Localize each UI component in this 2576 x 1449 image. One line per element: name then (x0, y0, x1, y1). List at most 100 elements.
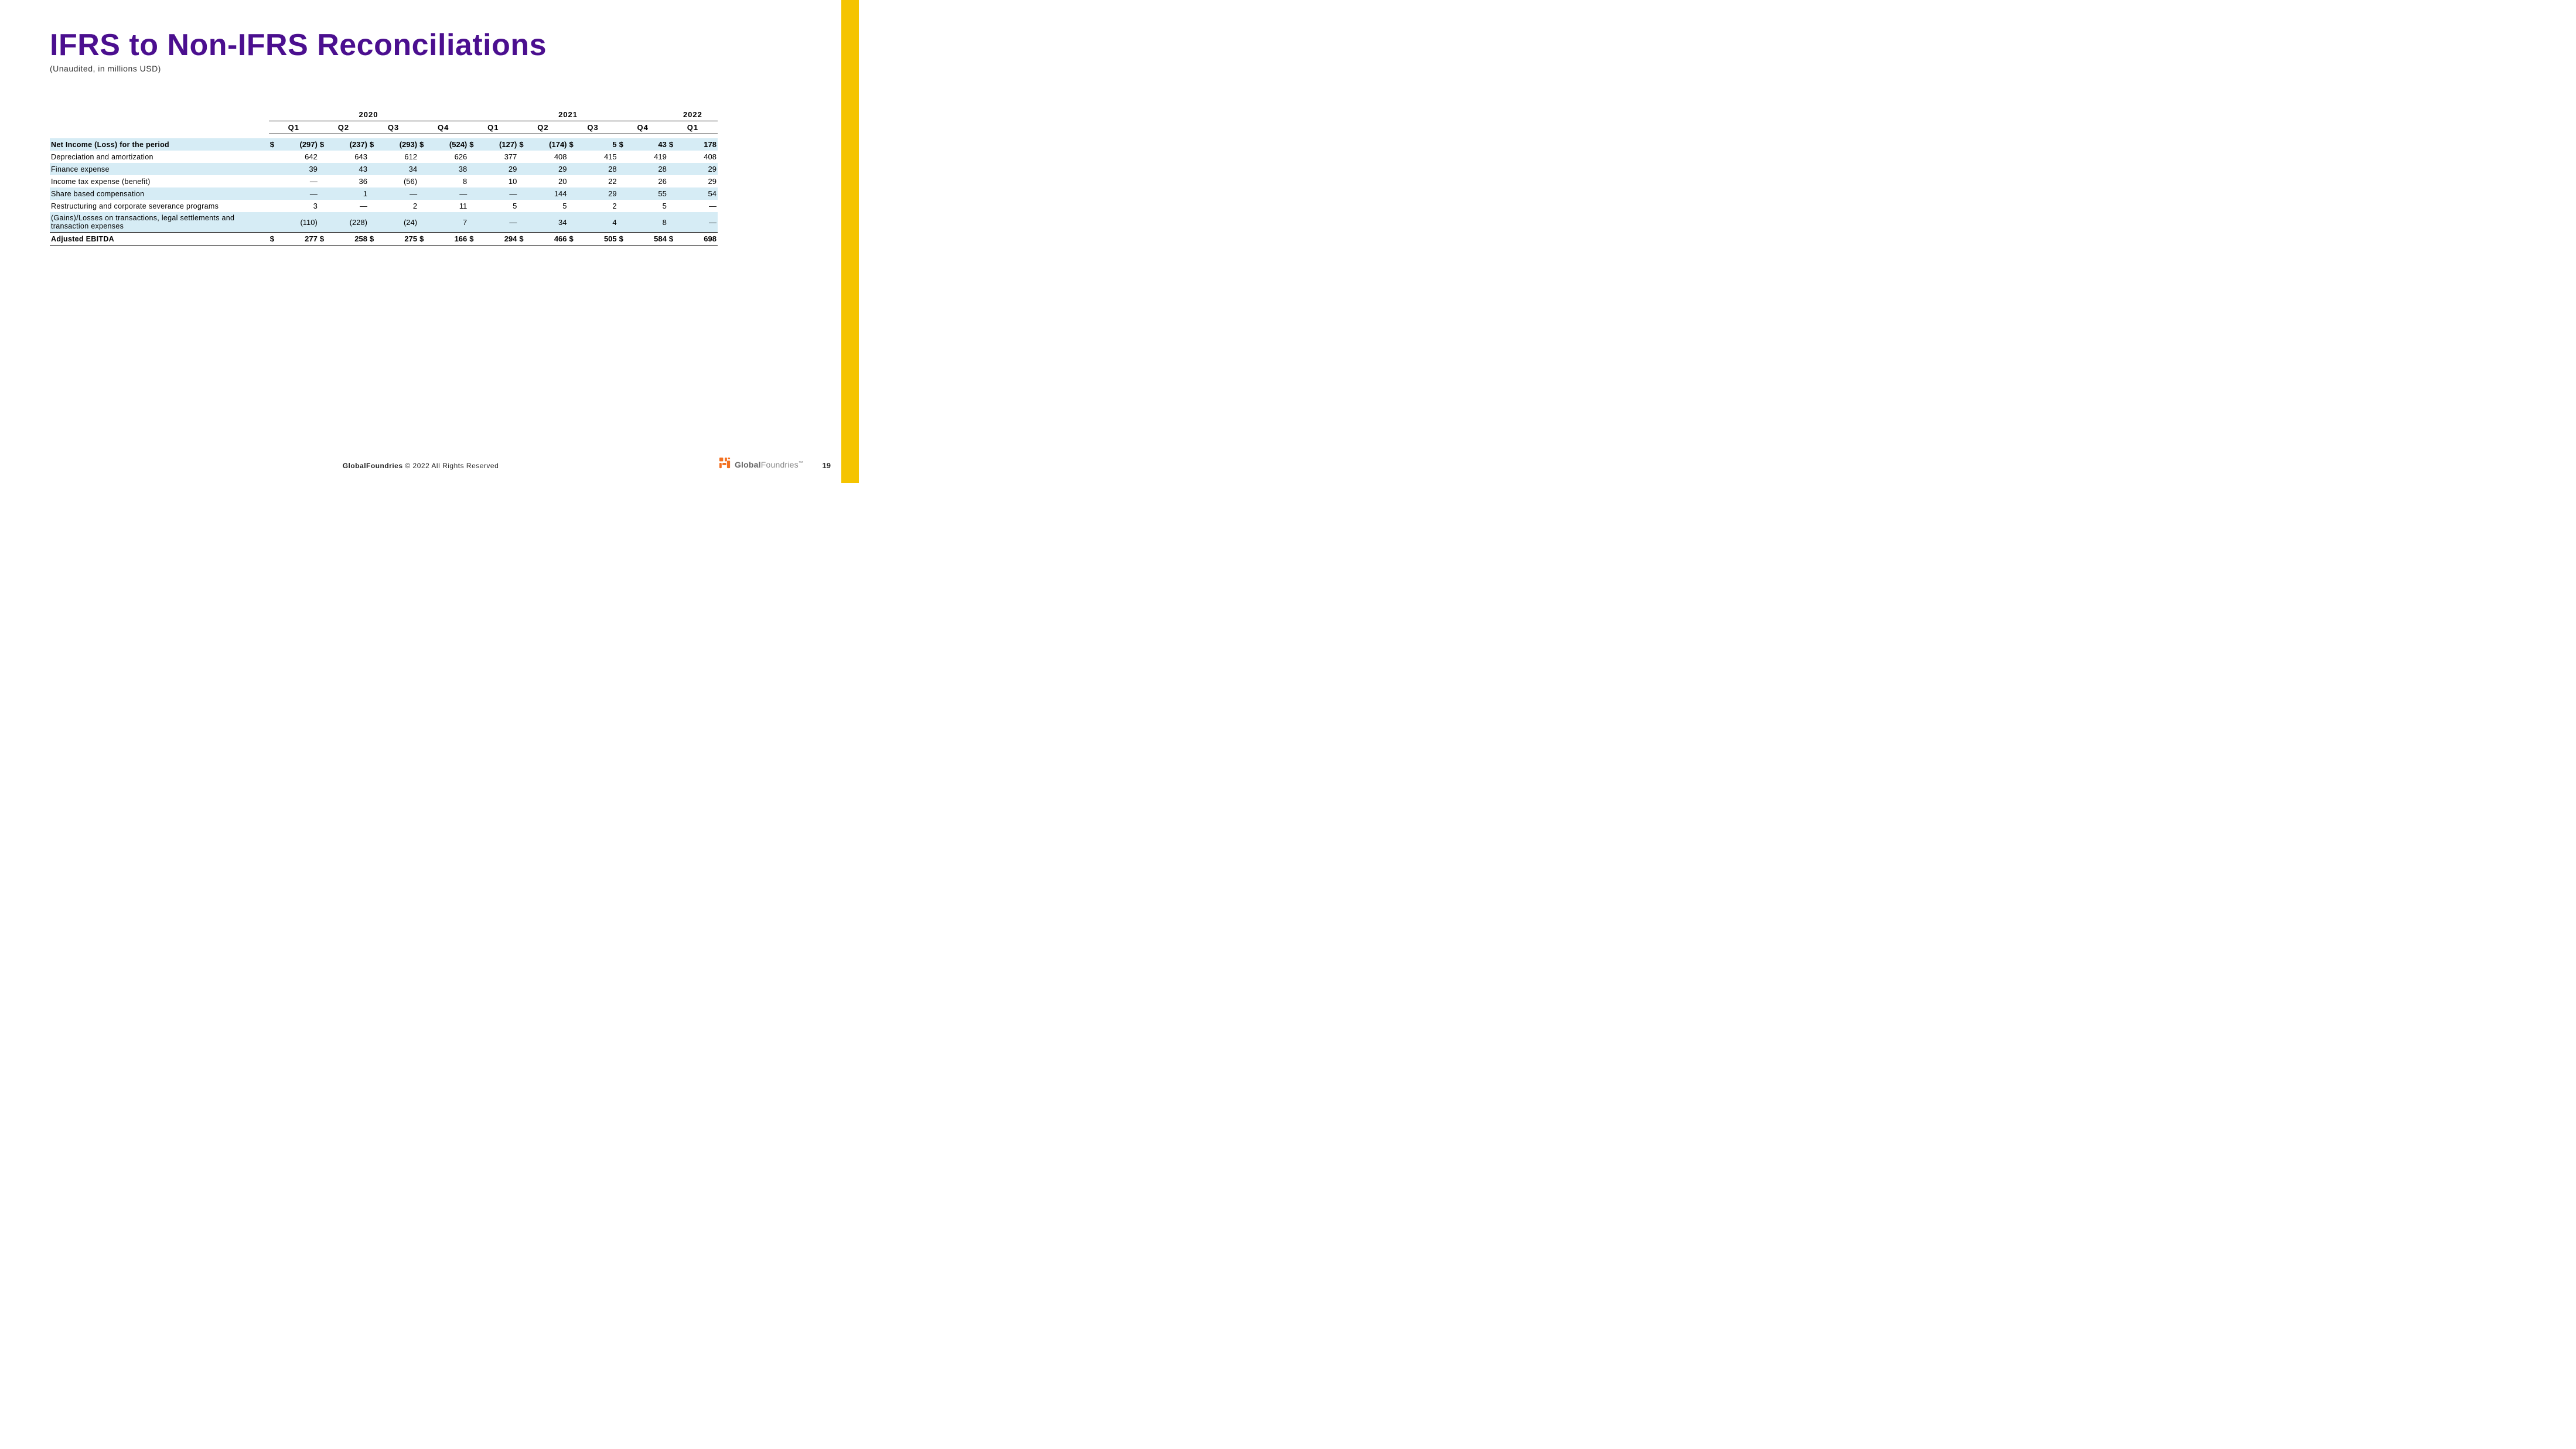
currency-symbol (369, 175, 378, 187)
currency-symbol (319, 212, 329, 233)
currency-symbol (369, 200, 378, 212)
currency-symbol (418, 175, 428, 187)
currency-symbol (269, 200, 279, 212)
year-header: 2021 (468, 108, 668, 121)
quarter-header: Q4 (618, 121, 668, 134)
currency-symbol (568, 151, 578, 163)
row-label: Adjusted EBITDA (50, 233, 269, 246)
quarter-header: Q2 (518, 121, 568, 134)
cell-value: 7 (428, 212, 469, 233)
currency-symbol (418, 151, 428, 163)
table-body: Net Income (Loss) for the period$(297)$(… (50, 138, 718, 246)
table-row: Net Income (Loss) for the period$(297)$(… (50, 138, 718, 151)
cell-value: 10 (478, 175, 518, 187)
cell-value: 612 (378, 151, 419, 163)
cell-value: 408 (528, 151, 568, 163)
quarter-header: Q1 (269, 121, 319, 134)
accent-bar (841, 0, 859, 483)
cell-value: 8 (428, 175, 469, 187)
currency-symbol (568, 200, 578, 212)
quarter-header: Q3 (369, 121, 418, 134)
cell-value: 415 (578, 151, 618, 163)
row-label: Income tax expense (benefit) (50, 175, 269, 187)
currency-symbol (468, 200, 478, 212)
cell-value: — (428, 187, 469, 200)
table-row: (Gains)/Losses on transactions, legal se… (50, 212, 718, 233)
cell-value: 377 (478, 151, 518, 163)
cell-value: 3 (278, 200, 319, 212)
footer-copyright: GlobalFoundries © 2022 All Rights Reserv… (0, 462, 841, 470)
cell-value: 4 (578, 212, 618, 233)
row-label: Restructuring and corporate severance pr… (50, 200, 269, 212)
currency-symbol (468, 212, 478, 233)
financial-table-wrap: 2020 2021 2022 Q1 Q2 Q3 Q4 Q1 Q2 Q3 Q4 Q… (50, 108, 718, 246)
cell-value: — (478, 212, 518, 233)
currency-symbol (269, 163, 279, 175)
currency-symbol (319, 187, 329, 200)
currency-symbol: $ (668, 138, 678, 151)
currency-symbol (618, 187, 628, 200)
year-header: 2022 (668, 108, 718, 121)
cell-value: 29 (528, 163, 568, 175)
currency-symbol (518, 200, 528, 212)
table-row: Restructuring and corporate severance pr… (50, 200, 718, 212)
cell-value: (174) (528, 138, 568, 151)
quarter-header-row: Q1 Q2 Q3 Q4 Q1 Q2 Q3 Q4 Q1 (50, 121, 718, 134)
cell-value: — (278, 175, 319, 187)
cell-value: 698 (677, 233, 718, 246)
currency-symbol: $ (418, 233, 428, 246)
quarter-header: Q3 (568, 121, 618, 134)
quarter-header: Q2 (319, 121, 369, 134)
row-label: Share based compensation (50, 187, 269, 200)
currency-symbol: $ (269, 233, 279, 246)
cell-value: 29 (677, 163, 718, 175)
currency-symbol (319, 151, 329, 163)
cell-value: — (378, 187, 419, 200)
currency-symbol (418, 200, 428, 212)
currency-symbol (319, 163, 329, 175)
currency-symbol (468, 151, 478, 163)
cell-value: (293) (378, 138, 419, 151)
currency-symbol (568, 163, 578, 175)
currency-symbol: $ (518, 233, 528, 246)
currency-symbol: $ (568, 138, 578, 151)
slide-content: IFRS to Non-IFRS Reconciliations (Unaudi… (50, 29, 753, 246)
cell-value: 275 (378, 233, 419, 246)
cell-value: 466 (528, 233, 568, 246)
currency-symbol (269, 212, 279, 233)
cell-value: 11 (428, 200, 469, 212)
company-logo: GlobalFoundries™ (717, 455, 803, 473)
currency-symbol (668, 200, 678, 212)
currency-symbol (668, 212, 678, 233)
cell-value: 144 (528, 187, 568, 200)
cell-value: 8 (627, 212, 668, 233)
currency-symbol (369, 151, 378, 163)
logo-text: GlobalFoundries™ (735, 460, 803, 469)
currency-symbol: $ (618, 138, 628, 151)
cell-value: 166 (428, 233, 469, 246)
currency-symbol (418, 163, 428, 175)
currency-symbol: $ (468, 233, 478, 246)
row-label: (Gains)/Losses on transactions, legal se… (50, 212, 269, 233)
quarter-header: Q4 (418, 121, 468, 134)
cell-value: (237) (328, 138, 369, 151)
row-label: Net Income (Loss) for the period (50, 138, 269, 151)
currency-symbol (518, 163, 528, 175)
cell-value: (228) (328, 212, 369, 233)
cell-value: 505 (578, 233, 618, 246)
currency-symbol (369, 163, 378, 175)
currency-symbol (369, 187, 378, 200)
currency-symbol: $ (319, 138, 329, 151)
cell-value: 5 (578, 138, 618, 151)
page-subtitle: (Unaudited, in millions USD) (50, 64, 753, 73)
cell-value: 34 (528, 212, 568, 233)
currency-symbol (618, 163, 628, 175)
currency-symbol (518, 175, 528, 187)
currency-symbol (269, 151, 279, 163)
cell-value: 642 (278, 151, 319, 163)
cell-value: 408 (677, 151, 718, 163)
cell-value: 26 (627, 175, 668, 187)
currency-symbol: $ (568, 233, 578, 246)
table-row: Finance expense394334382929282829 (50, 163, 718, 175)
currency-symbol: $ (269, 138, 279, 151)
